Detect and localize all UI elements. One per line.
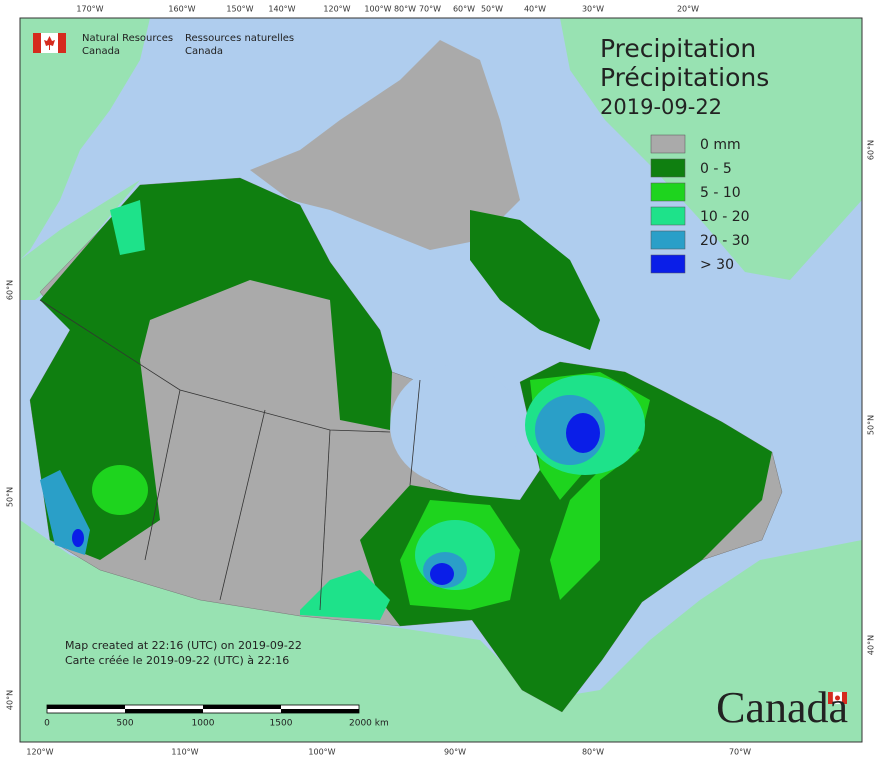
lon-label: 20°W [677,5,699,14]
precip-10-20 [110,200,145,255]
land-usa [20,520,862,742]
lon-label: 110°W [171,748,198,757]
lon-label: 80°W [394,5,416,14]
baffin [470,210,600,350]
precip-30 [72,529,84,547]
note: Map created at 22:16 (UTC) on 2019-09-22 [65,639,302,652]
lon-label: 40°W [524,5,546,14]
lat-label: 50°N [867,415,876,435]
precip-10-20 [300,570,390,620]
precip-30 [430,563,454,585]
land-alaska [20,18,150,260]
legend-label: > 30 [700,257,734,273]
legend-swatch [650,230,686,250]
wordmark-flag [828,691,847,705]
title: Précipitations [600,63,769,92]
org-fr: Ressources naturelles [185,33,294,44]
scale-label: 1000 [192,719,215,729]
scale-label: 0 [44,719,50,729]
lon-label: 60°W [453,5,475,14]
legend-swatch [650,254,686,274]
org-en: Natural Resources [82,33,173,44]
lat-label: 40°N [6,690,15,710]
precip-5-10 [92,465,148,515]
scale-label: 2000 km [349,719,389,729]
legend-label: 5 - 10 [700,185,741,201]
lon-label: 50°W [481,5,503,14]
org-en: Canada [82,46,120,57]
lon-label: 170°W [76,5,103,14]
lon-label: 150°W [226,5,253,14]
fip-logo [33,33,66,53]
land-greenland [560,18,862,280]
scale-label: 500 [116,719,133,729]
lon-label: 70°W [729,748,751,757]
legend-label: 20 - 30 [700,233,750,249]
title: Precipitation [600,34,756,63]
wordmark: Canada [716,683,848,732]
lon-label: 160°W [168,5,195,14]
lon-label: 80°W [582,748,604,757]
arctic-islands [250,40,520,250]
legend-label: 0 mm [700,137,741,153]
precip-30 [566,413,600,453]
org-fr: Canada [185,46,223,57]
lon-label: 100°W [364,5,391,14]
lat-label: 60°N [867,140,876,160]
lon-label: 120°W [26,748,53,757]
scale-bar [46,704,360,714]
date: 2019-09-22 [600,95,722,119]
precip-west [30,178,392,560]
lon-label: 90°W [444,748,466,757]
legend-label: 10 - 20 [700,209,750,225]
lat-label: 50°N [6,487,15,507]
lat-label: 40°N [867,635,876,655]
frame [19,17,863,743]
borders [39,299,421,611]
legend-swatch [650,206,686,226]
lat-label: 60°N [6,280,15,300]
lon-label: 100°W [308,748,335,757]
legend-swatch [650,134,686,154]
scale-label: 1500 [270,719,293,729]
note: Carte créée le 2019-09-22 (UTC) à 22:16 [65,654,289,667]
lon-label: 140°W [268,5,295,14]
hudson-bay [390,365,520,485]
lon-label: 120°W [323,5,350,14]
legend-label: 0 - 5 [700,161,732,177]
lon-label: 70°W [419,5,441,14]
lon-label: 30°W [582,5,604,14]
legend-swatch [650,158,686,178]
legend-swatch [650,182,686,202]
